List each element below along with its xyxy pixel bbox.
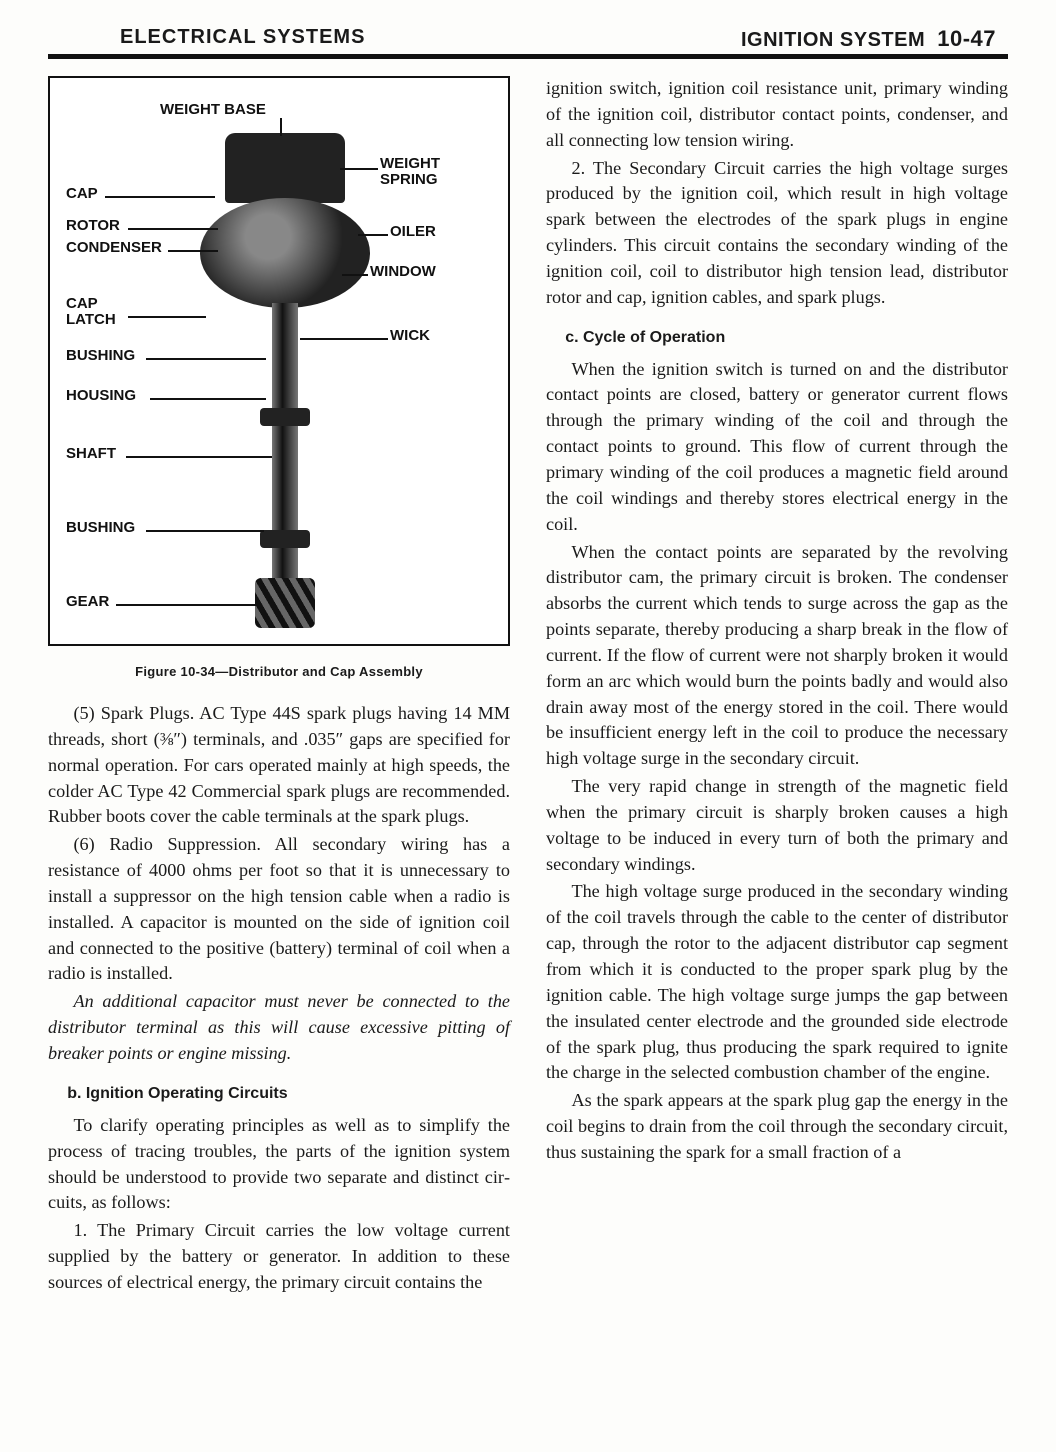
para-secondary-circuit: 2. The Secondary Circuit carries the hig… — [546, 156, 1008, 311]
distributor-gear-shape — [255, 578, 315, 628]
label-rotor: ROTOR — [66, 218, 120, 234]
leader — [126, 456, 272, 458]
page: ELECTRICAL SYSTEMS IGNITION SYSTEM 10-47… — [0, 0, 1056, 1452]
para-spark-plugs: (5) Spark Plugs. AC Type 44S spark plugs… — [48, 701, 510, 830]
para-c2: When the contact points are separated by… — [546, 540, 1008, 773]
leader — [105, 196, 215, 198]
text-columns: CAP ROTOR CONDENSER CAPLATCH BUSHING HOU… — [48, 76, 1008, 1298]
figure-caption: Figure 10-34—Distributor and Cap Assembl… — [48, 664, 510, 679]
leader — [340, 168, 378, 170]
para-c3: The very rapid change in strength of the… — [546, 774, 1008, 877]
subhead-b: b. Ignition Operating Circuits — [48, 1085, 510, 1103]
leader — [342, 274, 368, 276]
running-head-left: ELECTRICAL SYSTEMS — [120, 26, 365, 49]
leader — [128, 228, 218, 230]
distributor-shaft-shape — [272, 303, 298, 603]
page-number: 10-47 — [937, 26, 996, 51]
para-primary-cont: ignition switch, ignition coil resistanc… — [546, 76, 1008, 154]
label-bushing1: BUSHING — [66, 348, 135, 364]
bushing-lower-shape — [260, 530, 310, 548]
figure-box: CAP ROTOR CONDENSER CAPLATCH BUSHING HOU… — [48, 76, 510, 646]
leader — [128, 316, 206, 318]
label-condenser: CONDENSER — [66, 240, 162, 256]
subhead-c: c. Cycle of Operation — [546, 329, 1008, 347]
label-bushing2: BUSHING — [66, 520, 135, 536]
para-warning: An additional capacitor must never be co… — [48, 989, 510, 1067]
para-b-intro: To clarify operating principles as well … — [48, 1113, 510, 1216]
leader — [146, 358, 266, 360]
label-wick: WICK — [390, 328, 430, 344]
label-gear: GEAR — [66, 594, 109, 610]
para-c4: The high voltage surge produced in the s… — [546, 879, 1008, 1086]
column-right: ignition switch, ignition coil resistanc… — [546, 76, 1008, 1298]
para-primary-circuit: 1. The Primary Circuit carries the low v… — [48, 1218, 510, 1296]
leader — [358, 234, 388, 236]
header-rule — [48, 54, 1008, 59]
leader — [146, 530, 264, 532]
bushing-upper-shape — [260, 408, 310, 426]
column-left: CAP ROTOR CONDENSER CAPLATCH BUSHING HOU… — [48, 76, 510, 1298]
label-oiler: OILER — [390, 224, 436, 240]
label-weight-spring: WEIGHTSPRING — [380, 156, 440, 188]
para-c1: When the ignition switch is turned on an… — [546, 357, 1008, 538]
label-window: WINDOW — [370, 264, 436, 280]
distributor-cap-shape — [225, 133, 345, 203]
label-weight-base: WEIGHT BASE — [160, 102, 266, 118]
leader — [300, 338, 388, 340]
leader — [150, 398, 266, 400]
para-c5: As the spark appears at the spark plug g… — [546, 1088, 1008, 1166]
label-housing: HOUSING — [66, 388, 136, 404]
label-cap: CAP — [66, 186, 98, 202]
distributor-body-shape — [200, 198, 370, 308]
label-cap-latch: CAPLATCH — [66, 296, 116, 328]
running-head-right: IGNITION SYSTEM 10-47 — [741, 26, 996, 52]
label-shaft: SHAFT — [66, 446, 116, 462]
leader — [116, 604, 256, 606]
section-title: IGNITION SYSTEM — [741, 29, 925, 51]
para-radio-suppression: (6) Radio Suppression. All secondary wir… — [48, 832, 510, 987]
leader — [280, 118, 282, 136]
leader — [168, 250, 218, 252]
